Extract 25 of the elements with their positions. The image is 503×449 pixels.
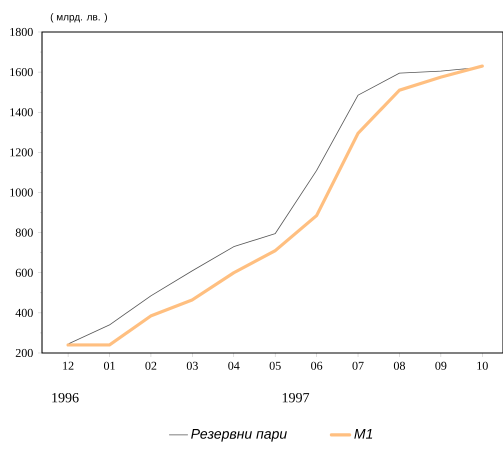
y-tick-label: 1000 <box>10 188 33 197</box>
y-tick-label: 400 <box>16 308 33 317</box>
text: 1997 <box>282 393 310 402</box>
y-tick-label: 600 <box>16 268 33 277</box>
x-tick-label: 02 <box>145 362 156 370</box>
x-tick-label: 01 <box>104 362 115 370</box>
x-tick-label: 08 <box>394 362 405 370</box>
x-tick-label: 07 <box>352 362 364 370</box>
x-tick-label: 06 <box>311 362 322 370</box>
x-tick-label: 05 <box>270 362 281 370</box>
x-tick-label: 09 <box>435 362 446 370</box>
x-tick-label: 10 <box>477 362 488 370</box>
x-tick-label: 04 <box>228 362 240 370</box>
y-axis-title: ( млрд. лв. ) <box>50 13 107 22</box>
y-tick-label: 1400 <box>10 108 33 116</box>
x-tick-label: 12 <box>63 362 74 370</box>
legend-label: Резервни пари <box>191 429 287 442</box>
y-tick-label: 1800 <box>10 28 33 36</box>
y-tick-label: 800 <box>16 228 33 237</box>
text: 1996 <box>52 393 79 402</box>
y-tick-label: 1200 <box>10 148 33 156</box>
legend-label: M1 <box>354 429 372 439</box>
y-tick-label: 200 <box>16 348 33 358</box>
y-tick-label: 1600 <box>10 68 33 76</box>
x-tick-label: 03 <box>186 362 198 370</box>
